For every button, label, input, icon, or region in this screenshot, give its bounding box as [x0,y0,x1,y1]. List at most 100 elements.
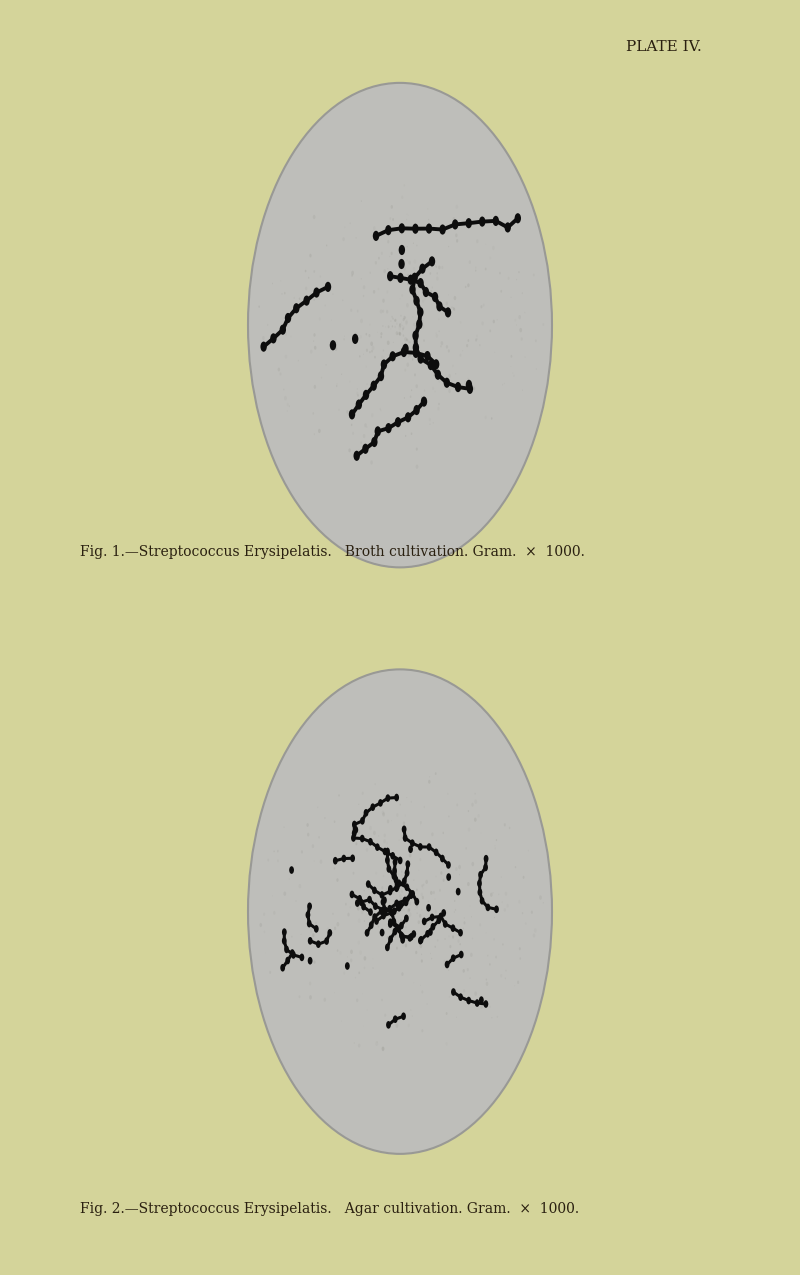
Circle shape [497,319,498,320]
Circle shape [262,335,265,340]
Circle shape [408,354,410,358]
Circle shape [404,337,407,342]
Circle shape [365,929,370,937]
Circle shape [464,917,465,919]
Circle shape [320,275,321,278]
Circle shape [361,278,362,279]
Circle shape [394,861,395,862]
Circle shape [405,944,407,947]
Circle shape [525,922,526,924]
Circle shape [406,919,408,923]
Circle shape [455,867,458,871]
Circle shape [305,270,306,273]
Circle shape [406,219,407,221]
Circle shape [422,287,429,297]
Circle shape [449,996,450,998]
Circle shape [402,896,407,904]
Circle shape [389,913,391,917]
Circle shape [505,222,511,232]
Circle shape [399,932,404,940]
Circle shape [496,224,498,227]
Circle shape [446,873,451,881]
Circle shape [479,217,486,227]
Circle shape [421,959,423,963]
Circle shape [410,284,416,295]
Circle shape [278,367,280,371]
Circle shape [428,293,430,297]
Circle shape [401,347,407,357]
Circle shape [333,857,338,864]
Circle shape [424,351,430,361]
Circle shape [456,1016,457,1017]
Circle shape [531,910,533,914]
Circle shape [470,952,473,958]
Circle shape [416,448,418,450]
Circle shape [392,325,393,328]
Circle shape [458,993,463,1001]
Circle shape [314,385,316,389]
Circle shape [314,434,315,435]
Circle shape [413,343,414,347]
Circle shape [314,287,320,297]
Circle shape [414,280,417,284]
Circle shape [386,423,392,434]
Circle shape [399,324,402,328]
Circle shape [494,847,496,849]
Circle shape [410,843,412,847]
Circle shape [293,303,299,314]
Circle shape [416,845,418,847]
Circle shape [466,344,468,347]
Circle shape [387,272,394,282]
Circle shape [403,878,406,882]
Circle shape [402,334,404,337]
Circle shape [421,397,422,399]
Circle shape [403,909,405,912]
Circle shape [382,891,384,894]
Circle shape [388,921,393,928]
Circle shape [375,843,380,850]
Circle shape [486,982,488,986]
Circle shape [448,816,450,817]
Circle shape [351,270,354,275]
Circle shape [370,272,371,274]
Circle shape [324,817,326,819]
Circle shape [472,937,473,940]
Circle shape [450,945,451,949]
Circle shape [324,937,329,945]
Circle shape [438,403,440,405]
Circle shape [489,963,490,965]
Circle shape [374,783,376,785]
Circle shape [325,282,331,292]
Circle shape [410,432,412,435]
Circle shape [401,321,402,323]
Circle shape [458,382,459,385]
Circle shape [429,921,430,923]
Circle shape [393,1015,398,1023]
Circle shape [356,237,357,238]
Circle shape [441,342,443,346]
Circle shape [368,908,373,915]
Circle shape [298,297,300,300]
Circle shape [386,794,390,802]
Circle shape [347,913,350,917]
Circle shape [442,863,444,866]
Circle shape [448,295,449,296]
Circle shape [344,226,346,228]
Circle shape [440,854,445,862]
Circle shape [401,195,403,199]
Circle shape [438,379,441,382]
Circle shape [505,978,506,979]
Circle shape [450,873,451,876]
Circle shape [362,444,369,454]
Circle shape [458,929,463,937]
Circle shape [430,272,431,275]
Circle shape [410,395,411,398]
Circle shape [417,913,418,914]
Circle shape [404,397,405,399]
Circle shape [361,910,363,914]
Circle shape [395,924,400,932]
Circle shape [391,905,393,908]
Circle shape [399,894,402,898]
Circle shape [394,912,396,915]
Circle shape [411,389,412,391]
